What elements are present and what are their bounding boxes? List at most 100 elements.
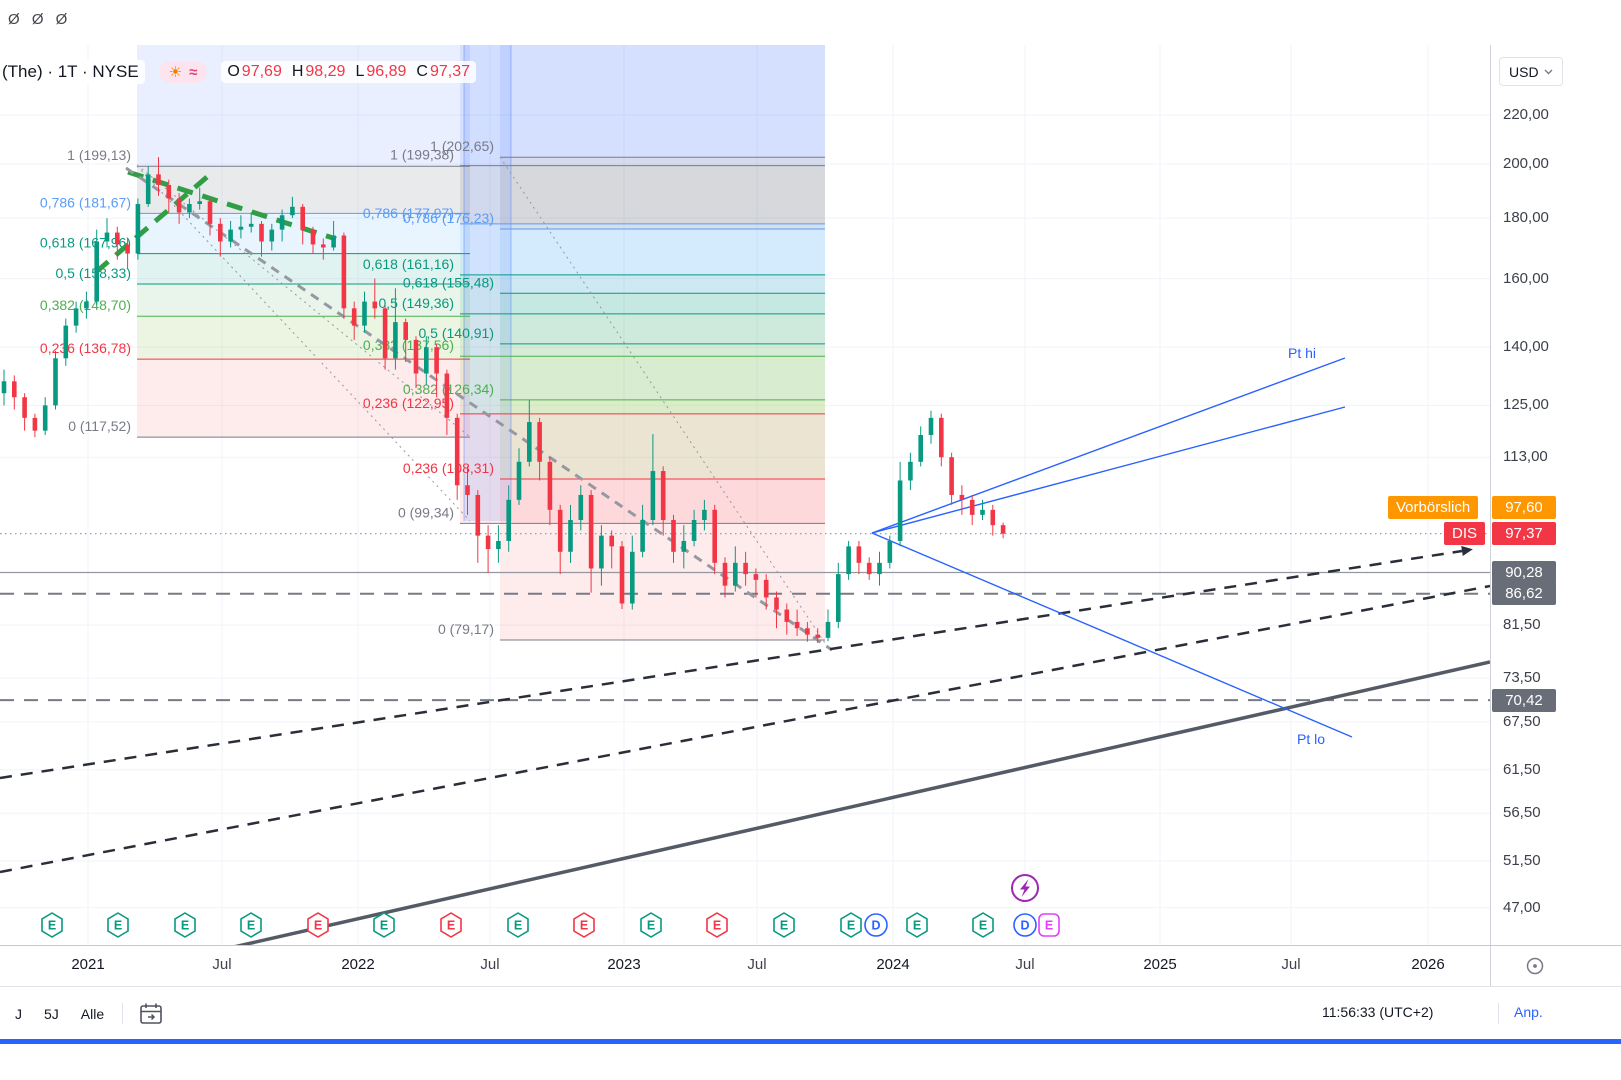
svg-text:E: E	[247, 919, 255, 933]
price-badge-level: 70,42	[1492, 688, 1556, 712]
earnings-marker[interactable]	[41, 912, 63, 938]
fib-label: 0,786 (177,97)	[363, 205, 454, 221]
channel-solid[interactable]	[0, 660, 1490, 945]
time-label: Jul	[480, 956, 500, 973]
high-value: 98,29	[305, 63, 346, 80]
pitchfan-hi-1[interactable]	[871, 357, 1346, 534]
price-tick: 67,50	[1503, 712, 1541, 730]
svg-text:E: E	[380, 919, 388, 933]
sun-icon: ☀	[168, 64, 183, 81]
earnings-marker[interactable]	[706, 912, 728, 938]
dividend-marker[interactable]	[864, 913, 888, 937]
calendar-icon[interactable]	[138, 1001, 164, 1027]
price-tick: 51,50	[1503, 851, 1541, 869]
toolbar-separator-right	[1498, 1003, 1499, 1024]
earnings-marker[interactable]	[640, 912, 662, 938]
range-button-J[interactable]: J	[15, 1005, 22, 1022]
price-tag-last: DIS	[1444, 522, 1486, 546]
price-scale[interactable]: USD 220,00 200,00 180,00 160,00 140,00 125,00…	[1490, 45, 1621, 945]
range-buttons: J 5J Alle	[6, 987, 113, 1040]
earnings-marker[interactable]	[240, 912, 262, 938]
fib-label: 0,5 (140,91)	[419, 325, 495, 341]
price-badge-last: 97,37	[1492, 522, 1556, 546]
price-badge-level: 90,28	[1492, 561, 1556, 585]
earnings-marker[interactable]	[307, 912, 329, 938]
approx-icon: ≈	[189, 63, 198, 81]
close-label: C	[416, 63, 428, 80]
earnings-marker[interactable]	[773, 912, 795, 938]
fib-label: 0,5 (158,33)	[56, 265, 132, 281]
time-label: 2022	[341, 956, 375, 973]
price-tick: 160,00	[1503, 269, 1549, 287]
svg-text:E: E	[1045, 919, 1053, 933]
candlestick-series[interactable]	[1, 157, 1006, 644]
time-label: 2021	[71, 956, 105, 973]
svg-text:D: D	[1020, 919, 1029, 933]
fib-label: 0,618 (155,48)	[403, 274, 494, 290]
svg-text:E: E	[314, 919, 322, 933]
fib-label: 1 (199,13)	[67, 147, 131, 163]
svg-text:E: E	[48, 919, 56, 933]
channel-dashed-lower[interactable]	[0, 584, 1490, 874]
close-value: 97,37	[429, 63, 471, 80]
earnings-marker[interactable]	[972, 912, 994, 938]
trendline-label: Pt hi	[1288, 345, 1316, 361]
trendline-label: Pt lo	[1297, 731, 1325, 747]
earnings-marker[interactable]	[1038, 913, 1060, 937]
fib-label: 0,618 (161,16)	[363, 256, 454, 272]
chart-canvas[interactable]: 1 (199,13)0,786 (181,67)0,618 (167,96)0,…	[0, 0, 1490, 945]
price-tick: 200,00	[1503, 154, 1549, 172]
time-label: Jul	[1015, 956, 1035, 973]
range-button-5J[interactable]: 5J	[44, 1005, 59, 1022]
toolbar-separator	[122, 1003, 123, 1024]
earnings-marker[interactable]	[906, 912, 928, 938]
symbol-title[interactable]: (The) · 1T · NYSE	[0, 60, 145, 84]
svg-text:D: D	[871, 919, 880, 933]
fib-label: 1 (202,65)	[430, 138, 494, 154]
open-label: O	[227, 63, 240, 80]
price-tick: 125,00	[1503, 396, 1549, 414]
currency-dropdown[interactable]: USD	[1499, 57, 1563, 86]
chevron-down-icon	[1544, 69, 1553, 74]
clock-utc: 11:56:33 (UTC+2)	[1322, 1004, 1434, 1020]
price-tick: 47,00	[1503, 898, 1541, 916]
time-label: 2024	[876, 956, 910, 973]
price-tick: 56,50	[1503, 804, 1541, 822]
bottom-accent-bar	[0, 1039, 1621, 1044]
ohlc-values: O 97,69 H 98,29 L 96,89 C 97,37	[221, 61, 477, 83]
chart-area[interactable]: 1 (199,13) 0,786 (181,67) 0,618 (167,96) 0,…	[0, 0, 1490, 945]
fib-label: 1 (199,38)	[390, 147, 454, 163]
pitchfan-hi-2[interactable]	[871, 406, 1346, 534]
window-topbar: Ø Ø Ø	[0, 0, 1621, 45]
time-scale[interactable]: 2021 Jul 2022 Jul 2023 Jul 2024 Jul 2025 Jul 2026	[0, 945, 1621, 987]
price-tick: 140,00	[1503, 338, 1549, 356]
earnings-marker[interactable]	[440, 912, 462, 938]
svg-text:E: E	[514, 919, 522, 933]
fib-label: 0 (99,34)	[398, 504, 454, 520]
price-tick: 180,00	[1503, 209, 1549, 227]
earnings-marker[interactable]	[507, 912, 529, 938]
scale-reset-icon[interactable]	[1523, 954, 1547, 978]
svg-text:E: E	[979, 919, 987, 933]
fib-label: 0,5 (149,36)	[379, 295, 455, 311]
symbol-status-pill: ☀ ≈	[158, 61, 208, 83]
adjust-link[interactable]: Anp.	[1514, 1004, 1543, 1020]
earnings-marker[interactable]	[373, 912, 395, 938]
range-button-Alle[interactable]: Alle	[80, 1005, 105, 1022]
earnings-marker[interactable]	[174, 912, 196, 938]
svg-text:E: E	[580, 919, 588, 933]
dividend-marker[interactable]	[1013, 913, 1037, 937]
channel-dashed-upper[interactable]	[0, 549, 1463, 780]
chart-legend[interactable]: (The) · 1T · NYSE ☀ ≈ O 97,69 H 98,29 L 96,…	[0, 56, 477, 88]
earnings-marker[interactable]	[573, 912, 595, 938]
earnings-marker[interactable]	[107, 912, 129, 938]
svg-text:E: E	[447, 919, 455, 933]
time-label: 2025	[1143, 956, 1177, 973]
svg-text:E: E	[847, 919, 855, 933]
chart-grid	[0, 45, 1490, 945]
earnings-marker[interactable]	[840, 912, 862, 938]
bottom-toolbar: J 5J Alle 11:56:33 (UTC+2) Anp.	[0, 986, 1621, 1039]
pitchfan-lo[interactable]	[871, 532, 1353, 738]
price-tick: 113,00	[1503, 448, 1548, 466]
